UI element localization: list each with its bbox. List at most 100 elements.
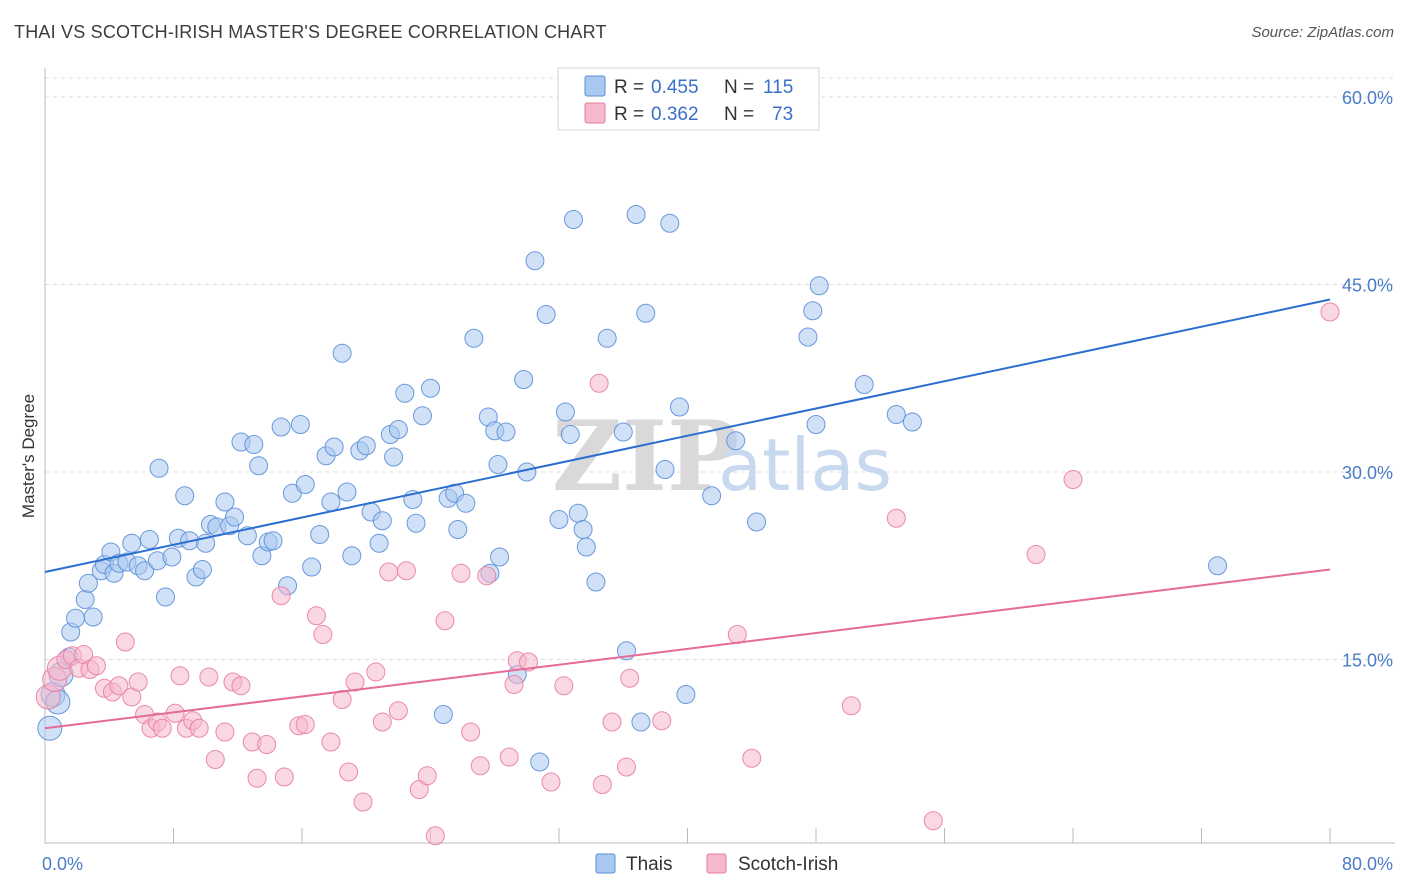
thai-point xyxy=(803,301,823,321)
scotch-irish-point xyxy=(396,561,416,581)
thai-point xyxy=(464,328,484,348)
thai-point xyxy=(525,251,545,271)
scotch-irish-point xyxy=(742,748,762,768)
thai-point xyxy=(192,560,212,579)
x-tick-label: 0.0% xyxy=(42,854,83,874)
axes xyxy=(44,68,1395,844)
scotch-irish-point xyxy=(128,672,148,692)
legend-n-label-scotch-irish: N = xyxy=(724,104,754,125)
thai-point xyxy=(263,531,283,551)
thai-point xyxy=(669,397,689,417)
scotch-irish-point xyxy=(504,675,524,694)
thai-point xyxy=(78,573,98,593)
thai-point xyxy=(324,437,344,457)
watermark-atlas: atlas xyxy=(718,423,892,507)
thai-point xyxy=(702,486,722,506)
legend-swatch-thai xyxy=(584,75,606,97)
thai-point xyxy=(555,402,575,422)
scotch-irish-point xyxy=(271,586,291,606)
scotch-irish-point xyxy=(353,792,373,812)
thai-points xyxy=(37,205,1228,772)
thai-point xyxy=(631,712,651,732)
thai-point xyxy=(75,590,95,609)
thai-point xyxy=(321,492,341,512)
scotch-irish-point xyxy=(602,712,622,732)
thai-point xyxy=(586,572,606,592)
thai-point xyxy=(448,520,468,539)
thai-point xyxy=(902,412,922,432)
scotch-irish-point xyxy=(417,766,437,786)
trend-lines xyxy=(44,298,1331,730)
scotch-irish-point xyxy=(451,563,471,583)
scotch-irish-point xyxy=(199,667,219,687)
thai-point xyxy=(514,370,534,389)
scotch-irish-trend-line xyxy=(44,568,1331,730)
scotch-irish-point xyxy=(247,768,267,788)
thai-point xyxy=(626,205,646,224)
x-tick-labels: 0.0% 80.0% xyxy=(42,854,1393,874)
thai-point xyxy=(854,375,874,394)
thai-point xyxy=(421,378,440,398)
y-tick-label: 30.0% xyxy=(1342,463,1393,483)
thai-point xyxy=(747,512,767,532)
thai-point xyxy=(149,458,169,478)
series-legend-label-thai: Thais xyxy=(626,854,672,875)
scotch-irish-point xyxy=(152,718,172,738)
scotch-irish-point xyxy=(1026,545,1046,564)
scotch-irish-point xyxy=(886,508,906,528)
y-tick-labels: 15.0% 30.0% 45.0% 60.0% xyxy=(1342,88,1393,671)
thai-point xyxy=(271,417,291,437)
thai-point xyxy=(488,455,508,474)
legend-n-label-thai: N = xyxy=(724,77,754,98)
y-tick-label: 15.0% xyxy=(1342,651,1393,671)
thai-point xyxy=(337,482,357,502)
y-tick-label: 60.0% xyxy=(1342,88,1393,108)
legend-r-label-scotch-irish: R = xyxy=(614,104,644,125)
scotch-irish-point xyxy=(205,750,225,769)
thai-point xyxy=(655,460,675,479)
legend-r-label-thai: R = xyxy=(614,77,644,98)
thai-point xyxy=(536,305,556,324)
thai-point xyxy=(83,607,103,627)
scotch-irish-point xyxy=(257,735,277,754)
thai-point xyxy=(356,436,376,456)
thai-point xyxy=(433,705,453,724)
scotch-irish-point xyxy=(388,701,408,721)
thai-point xyxy=(613,422,633,442)
thai-point xyxy=(135,561,155,581)
legend-n-value-thai: 115 xyxy=(763,77,793,98)
thai-point xyxy=(806,415,826,434)
thai-point xyxy=(155,587,175,607)
scotch-irish-point xyxy=(499,747,519,767)
thai-point xyxy=(456,493,476,513)
scotch-irish-point xyxy=(345,672,365,692)
scotch-irish-point xyxy=(923,811,943,831)
thai-point xyxy=(66,608,86,628)
scotch-irish-point xyxy=(620,668,640,688)
legend-swatch-scotch-irish xyxy=(584,102,606,124)
thai-point xyxy=(726,431,746,451)
scotch-irish-point xyxy=(115,632,135,652)
scotch-irish-point xyxy=(274,767,294,787)
legend-r-value-scotch-irish: 0.362 xyxy=(651,104,699,125)
scotch-irish-point xyxy=(313,625,333,644)
thai-point xyxy=(249,456,269,476)
scotch-irish-point xyxy=(189,718,209,738)
thai-point xyxy=(384,447,404,467)
thai-point xyxy=(573,520,593,539)
scotch-irish-point xyxy=(841,696,861,716)
thai-point xyxy=(332,343,352,363)
scotch-irish-point xyxy=(477,566,497,586)
watermark: ZIP atlas xyxy=(552,400,892,513)
y-tick-label: 45.0% xyxy=(1342,276,1393,296)
scotch-irish-point xyxy=(372,712,392,732)
thai-point xyxy=(636,303,656,323)
thai-trend-line xyxy=(44,298,1331,573)
chart-title: THAI VS SCOTCH-IRISH MASTER'S DEGREE COR… xyxy=(14,22,607,42)
thai-point xyxy=(342,546,362,566)
scotch-irish-point xyxy=(425,826,445,846)
thai-point xyxy=(660,213,680,233)
y-axis-label: Master's Degree xyxy=(19,394,38,518)
scotch-irish-point xyxy=(339,762,359,782)
thai-point xyxy=(139,530,159,549)
